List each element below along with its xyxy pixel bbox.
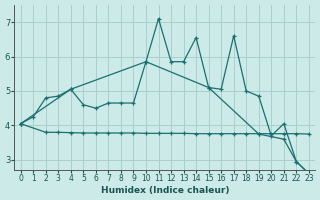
X-axis label: Humidex (Indice chaleur): Humidex (Indice chaleur): [100, 186, 229, 195]
